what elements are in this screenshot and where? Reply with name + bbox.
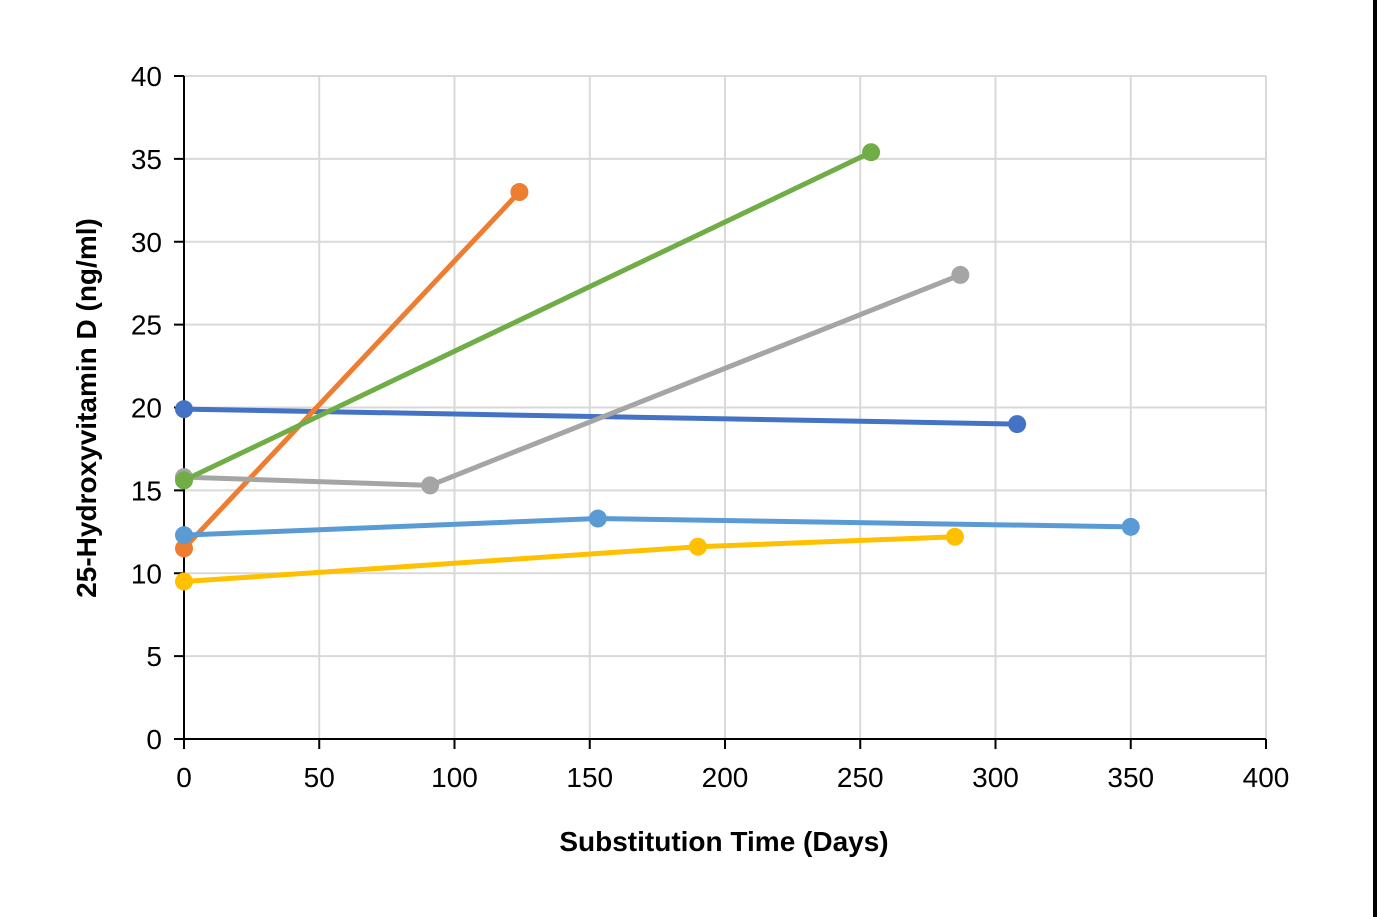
- series-2: [175, 183, 529, 558]
- y-tick-label: 15: [131, 475, 162, 506]
- x-tick-label: 350: [1107, 762, 1154, 793]
- data-series: [175, 143, 1140, 591]
- data-point: [175, 400, 193, 419]
- series-6: [175, 143, 881, 490]
- x-tick-label: 200: [702, 762, 749, 793]
- series-line: [181, 149, 874, 483]
- x-tick-label: 400: [1243, 762, 1290, 793]
- right-border: [1373, 0, 1377, 917]
- data-point: [175, 471, 193, 490]
- y-tick-label: 30: [131, 227, 162, 258]
- series-line: [181, 516, 1134, 538]
- data-point: [175, 526, 193, 545]
- y-axis-title: 25-Hydroxyvitamin D (ng/ml): [71, 218, 102, 598]
- x-axis-title: Substitution Time (Days): [559, 826, 888, 857]
- x-tick-label: 0: [176, 762, 192, 793]
- data-point: [945, 527, 964, 546]
- y-tick-label: 35: [131, 144, 162, 175]
- data-point: [421, 476, 440, 495]
- data-point: [1008, 415, 1027, 434]
- x-tick-label: 100: [431, 762, 478, 793]
- x-tick-label: 300: [972, 762, 1019, 793]
- series-line: [181, 272, 963, 488]
- series-line: [181, 189, 522, 551]
- y-tick-label: 5: [146, 641, 162, 672]
- series-5: [175, 509, 1140, 545]
- y-tick-label: 25: [131, 310, 162, 341]
- y-tick-label: 0: [146, 724, 162, 755]
- y-tick-label: 40: [131, 61, 162, 92]
- data-point: [175, 539, 193, 558]
- data-point: [1121, 517, 1140, 536]
- series-4: [175, 527, 964, 591]
- gridlines: [184, 75, 1267, 739]
- x-tick-label: 50: [304, 762, 335, 793]
- series-3: [175, 265, 970, 495]
- x-tick-label: 150: [566, 762, 613, 793]
- data-point: [862, 143, 881, 162]
- y-tick-label: 10: [131, 558, 162, 589]
- series-line: [181, 534, 958, 585]
- data-point: [175, 572, 193, 591]
- data-point: [588, 509, 607, 528]
- data-point: [688, 537, 707, 556]
- x-tick-label: 250: [837, 762, 884, 793]
- data-point: [951, 265, 970, 284]
- data-point: [510, 183, 529, 202]
- y-tick-label: 20: [131, 393, 162, 424]
